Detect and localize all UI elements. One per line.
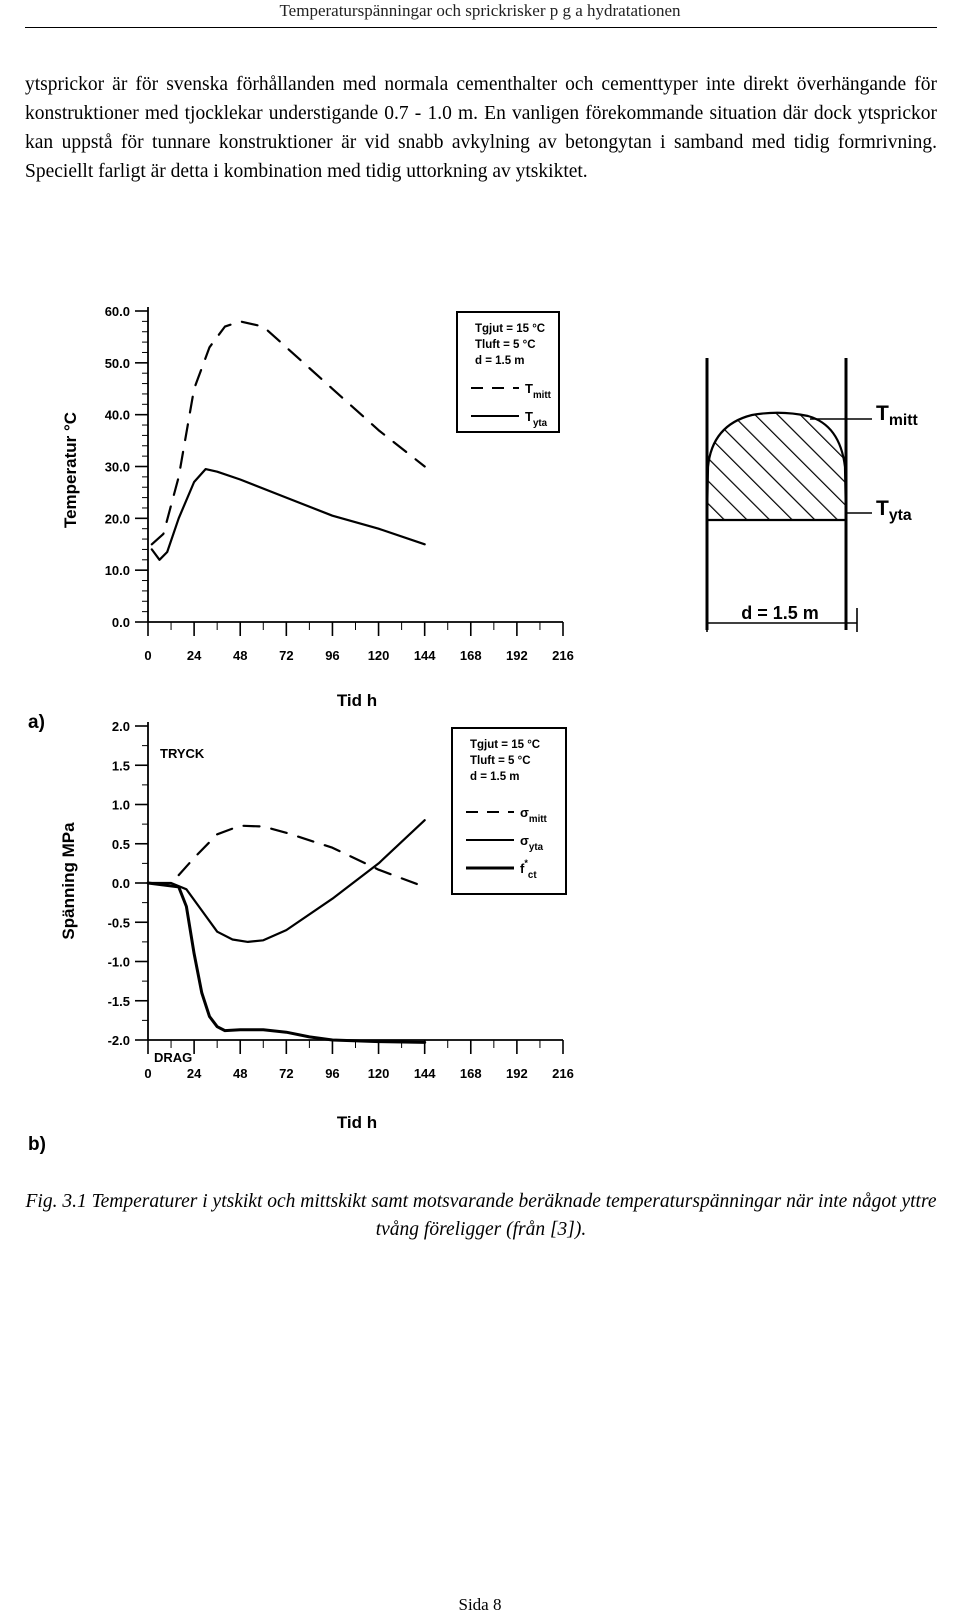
panel-label-a: a)	[28, 712, 45, 733]
y-tick-label: 2.0	[112, 719, 130, 734]
figure-3-1: Temperatur °C Tid h a) 60.0 50.0 40.0 30.0 2…	[28, 304, 918, 1155]
temperature-legend: Tgjut = 15 °C Tluft = 5 °C d = 1.5 m Tmitt T…	[456, 311, 560, 433]
x-tick-label: 144	[414, 648, 436, 663]
legend-box	[456, 311, 560, 433]
y-tick-label: 30.0	[105, 460, 130, 475]
legend-box	[451, 727, 567, 895]
series-line-mitt	[177, 824, 426, 888]
stress-chart: Spänning MPa Tid h b) TRYCK DRAG 2.0 1.5 1…	[28, 719, 574, 1155]
legend-param: Tgjut = 15 °C	[470, 739, 540, 751]
x-tick-label: 120	[368, 648, 390, 663]
x-tick-label: 48	[233, 648, 247, 663]
x-tick-label: 0	[144, 1066, 151, 1081]
legend-entry-label: Tmitt	[525, 381, 552, 401]
x-tick-label: 96	[325, 1066, 339, 1081]
x-tick-label: 168	[460, 1066, 482, 1081]
y-tick-label: 10.0	[105, 563, 130, 578]
legend-param: Tluft = 5 °C	[475, 339, 536, 351]
x-tick-label: 216	[552, 1066, 574, 1081]
x-tick-label: 96	[325, 648, 339, 663]
x-tick-label: 72	[279, 1066, 293, 1081]
y-tick-label: -0.5	[108, 915, 130, 930]
y-tick-label: -1.0	[108, 955, 130, 970]
y-tick-label: 0.5	[112, 837, 130, 852]
legend-param: Tluft = 5 °C	[470, 755, 531, 767]
body-paragraph: ytsprickor är för svenska förhållanden m…	[25, 70, 937, 186]
y-tick-label: 40.0	[105, 408, 130, 423]
x-tick-label: 168	[460, 648, 482, 663]
legend-entry-label: σyta	[520, 833, 544, 853]
y-tick-label: 0.0	[112, 615, 130, 630]
series-line-tyta	[150, 468, 426, 561]
x-tick-label: 24	[187, 1066, 202, 1081]
x-tick-label: 120	[368, 1066, 390, 1081]
cross-section-diagram: Tmitt Tyta d = 1.5 m	[705, 358, 918, 632]
x-tick-label: 192	[506, 1066, 528, 1081]
temperature-x-axis-label: Tid h	[337, 691, 377, 710]
stress-y-axis-label: Spänning MPa	[59, 822, 78, 940]
series-line-fct	[146, 881, 427, 1044]
x-tick-label: 24	[187, 648, 202, 663]
x-tick-label: 144	[414, 1066, 436, 1081]
legend-param: d = 1.5 m	[475, 355, 525, 367]
legend-param: d = 1.5 m	[470, 771, 520, 783]
panel-label-b: b)	[28, 1134, 46, 1155]
tyta-label: Tyta	[876, 497, 912, 524]
temperature-profile-hatched	[705, 411, 848, 522]
series-line-tmitt	[150, 320, 426, 546]
y-tick-label: -2.0	[108, 1033, 130, 1048]
x-tick-label: 0	[144, 648, 151, 663]
y-tick-label: 1.0	[112, 798, 130, 813]
legend-entry-label: f*ct	[520, 858, 537, 881]
tmitt-label: Tmitt	[876, 402, 918, 429]
x-tick-label: 216	[552, 648, 574, 663]
y-tick-label: 1.5	[112, 758, 130, 773]
y-tick-label: 20.0	[105, 511, 130, 526]
tryck-annotation: TRYCK	[160, 746, 205, 761]
dimension-label: d = 1.5 m	[741, 603, 819, 623]
legend-entry-label: Tyta	[525, 409, 548, 429]
page-number: Sida 8	[458, 1595, 502, 1614]
running-header: Temperaturspänningar och sprickrisker p …	[279, 1, 681, 20]
temperature-chart: Temperatur °C Tid h a) 60.0 50.0 40.0 30.0 2…	[28, 304, 574, 733]
header-rule	[25, 27, 937, 28]
x-tick-label: 72	[279, 648, 293, 663]
temperature-y-axis-label: Temperatur °C	[61, 412, 80, 528]
drag-annotation: DRAG	[154, 1050, 192, 1065]
y-tick-label: 50.0	[105, 356, 130, 371]
x-tick-label: 192	[506, 648, 528, 663]
paragraph-text: ytsprickor är för svenska förhållanden m…	[25, 74, 937, 182]
y-tick-label: 60.0	[105, 304, 130, 319]
legend-entry-label: σmitt	[520, 805, 548, 825]
y-tick-label: 0.0	[112, 876, 130, 891]
figure-caption: Fig. 3.1 Temperaturer i ytskikt och mitt…	[25, 1191, 937, 1240]
stress-legend: Tgjut = 15 °C Tluft = 5 °C d = 1.5 m σmitt σ…	[451, 727, 567, 895]
y-tick-label: -1.5	[108, 994, 130, 1009]
series-line-yta	[146, 819, 426, 943]
x-tick-label: 48	[233, 1066, 247, 1081]
stress-x-axis-label: Tid h	[337, 1113, 377, 1132]
legend-param: Tgjut = 15 °C	[475, 323, 545, 335]
